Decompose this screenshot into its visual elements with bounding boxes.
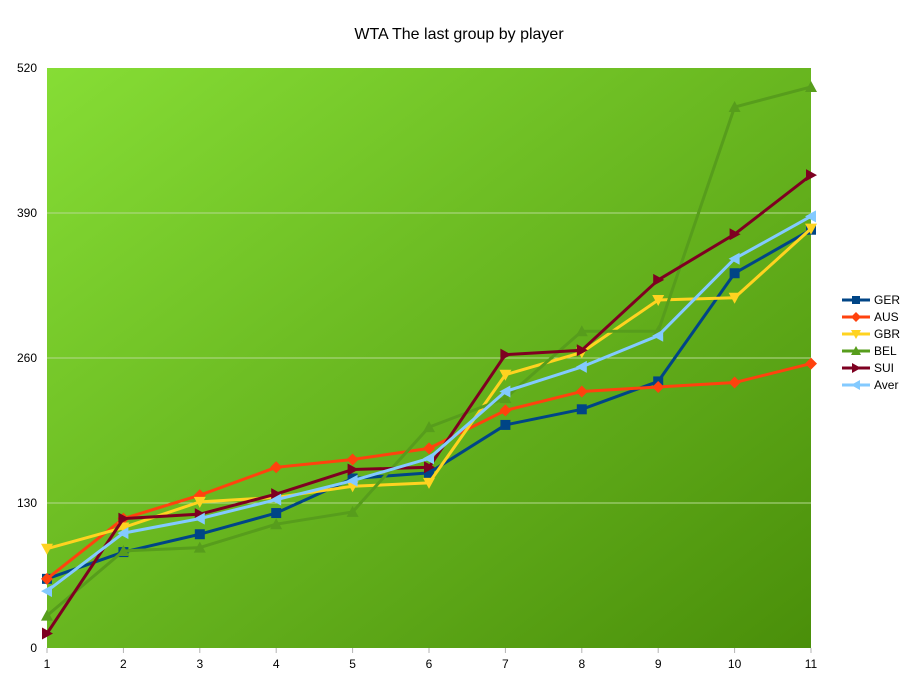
data-point-aver <box>346 474 358 487</box>
data-point-aver <box>117 527 129 540</box>
y-tick-label: 260 <box>17 351 37 365</box>
x-tick-label: 4 <box>273 657 280 671</box>
data-point-sui <box>42 627 53 640</box>
data-point-bel <box>117 544 130 556</box>
data-point-bel <box>575 325 588 337</box>
legend-swatch-marker <box>851 312 861 322</box>
data-point-sui <box>653 273 665 286</box>
y-tick-label: 130 <box>17 496 37 510</box>
data-point-ger <box>500 419 511 430</box>
data-point-bel <box>499 392 512 404</box>
legend-label: AUS <box>874 310 899 324</box>
data-point-aver <box>423 452 434 465</box>
legend-swatch-marker <box>851 346 861 355</box>
data-point-sui <box>118 512 130 525</box>
x-tick-label: 6 <box>426 657 433 671</box>
data-point-aus <box>423 442 435 455</box>
legend-label: SUI <box>874 361 894 375</box>
legend-item-bel: BEL <box>842 344 897 358</box>
data-point-ger <box>729 268 740 279</box>
series-ger <box>42 224 816 584</box>
data-point-bel <box>41 609 53 621</box>
data-point-aus <box>499 404 512 417</box>
legend-swatch-marker <box>852 363 861 373</box>
data-point-ger <box>271 508 282 519</box>
data-point-gbr <box>423 477 435 489</box>
data-point-aus <box>728 376 741 389</box>
data-point-gbr <box>193 496 206 508</box>
series-aus <box>41 357 817 585</box>
x-tick-label: 7 <box>502 657 509 671</box>
data-point-aver <box>270 493 282 506</box>
data-point-aver <box>499 385 511 398</box>
x-tick-label: 3 <box>196 657 203 671</box>
data-point-aver <box>805 210 816 223</box>
y-axis: 0 130 260 390 520 <box>17 61 37 655</box>
data-point-aver <box>193 512 205 525</box>
x-tick-label: 11 <box>805 657 818 671</box>
y-tick-label: 520 <box>17 61 37 75</box>
legend-swatch-marker <box>851 380 860 390</box>
legend-swatch-marker <box>851 330 861 339</box>
legend-swatch-marker <box>852 296 860 304</box>
x-axis: 1 2 3 4 5 6 7 8 9 10 11 <box>44 648 818 671</box>
series-bel <box>41 80 817 621</box>
data-point-ger <box>576 404 587 415</box>
data-point-sui <box>576 344 588 357</box>
x-tick-label: 10 <box>728 657 742 671</box>
x-tick-label: 2 <box>120 657 127 671</box>
data-point-bel <box>423 421 435 433</box>
data-point-aus <box>575 385 588 398</box>
data-point-bel <box>728 101 741 113</box>
data-point-aus <box>41 572 53 585</box>
series-group <box>41 80 817 640</box>
data-point-aver <box>41 585 52 598</box>
series-aver <box>41 210 816 598</box>
legend-item-aver: Aver <box>842 378 898 392</box>
y-tick-label: 0 <box>30 641 37 655</box>
data-point-gbr <box>41 543 53 555</box>
data-point-sui <box>424 461 435 474</box>
data-point-sui <box>347 463 359 476</box>
chart-title: WTA The last group by player <box>354 26 564 43</box>
data-point-bel <box>346 505 359 517</box>
data-point-aver <box>652 329 664 342</box>
legend-label: BEL <box>874 344 897 358</box>
data-point-bel <box>805 80 817 92</box>
legend-label: GBR <box>874 327 900 341</box>
x-tick-label: 9 <box>655 657 662 671</box>
data-point-ger <box>194 529 205 540</box>
legend-item-gbr: GBR <box>842 327 900 341</box>
data-point-aus <box>270 461 283 474</box>
legend-label: GER <box>874 293 900 307</box>
data-point-aus <box>652 381 665 393</box>
x-tick-label: 8 <box>578 657 585 671</box>
data-point-aus <box>346 453 359 466</box>
data-point-bel <box>270 518 283 530</box>
y-tick-label: 390 <box>17 206 37 220</box>
data-point-sui <box>500 348 512 361</box>
x-tick-label: 5 <box>349 657 356 671</box>
legend: GER AUS GBR BEL SUI Aver <box>842 293 900 392</box>
data-point-gbr <box>652 295 665 306</box>
legend-item-sui: SUI <box>842 361 894 375</box>
data-point-gbr <box>499 369 512 381</box>
legend-label: Aver <box>874 378 898 392</box>
x-tick-label: 1 <box>44 657 51 671</box>
data-point-sui <box>806 169 817 182</box>
legend-item-aus: AUS <box>842 310 899 324</box>
data-point-bel <box>193 541 206 553</box>
data-point-sui <box>271 488 283 501</box>
legend-item-ger: GER <box>842 293 900 307</box>
data-point-sui <box>729 228 741 241</box>
data-point-aver <box>728 252 740 265</box>
data-point-aus <box>805 357 817 370</box>
data-point-gbr <box>728 292 741 304</box>
data-point-aver <box>575 360 587 373</box>
data-point-gbr <box>805 223 817 235</box>
